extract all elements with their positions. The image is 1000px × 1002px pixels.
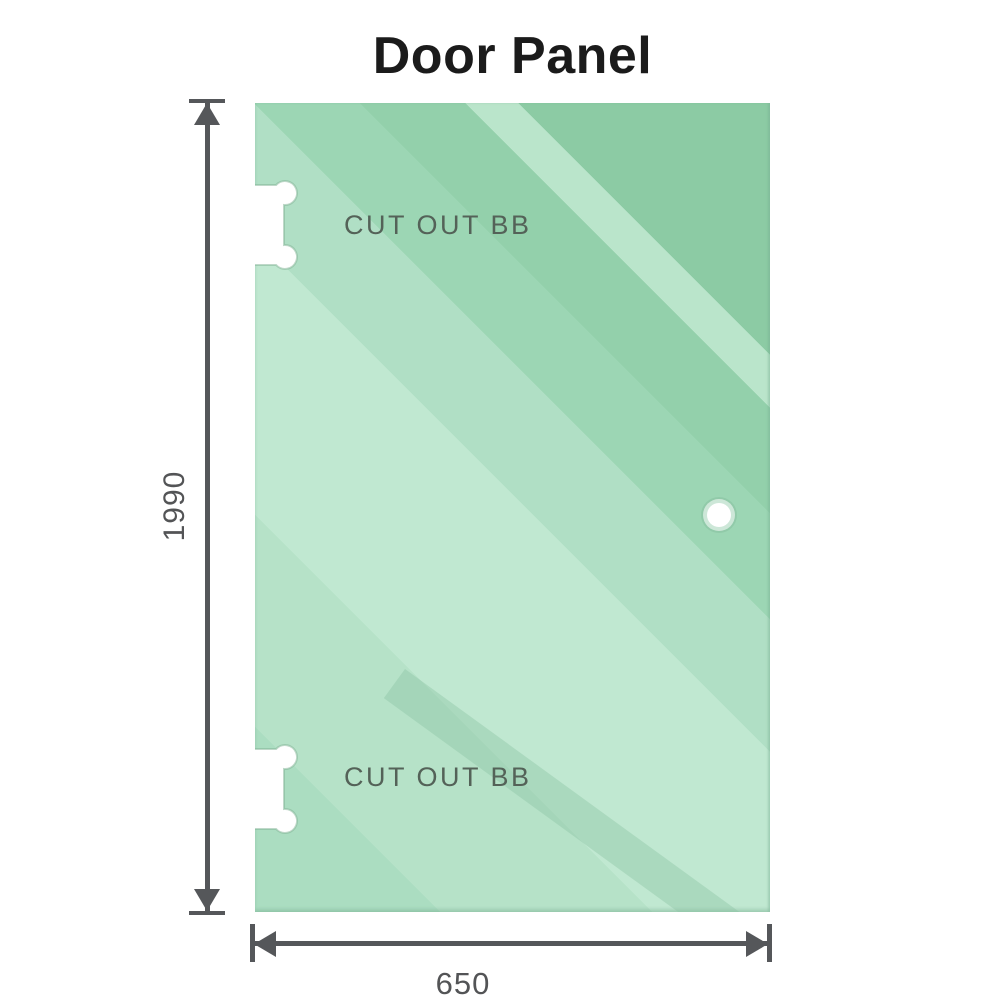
height-dimension-line xyxy=(205,102,210,912)
page-title: Door Panel xyxy=(372,27,653,85)
width-dimension-left-tick xyxy=(250,924,255,962)
glass-panel: CUT OUT BB CUT OUT BB xyxy=(255,103,770,912)
height-dimension: 1990 xyxy=(158,99,225,915)
width-dimension: 650 xyxy=(250,924,772,1001)
arrow-down-icon xyxy=(194,889,220,911)
hinge-cutout-icon xyxy=(255,180,298,270)
arrow-right-icon xyxy=(746,931,768,957)
handle-hole-icon xyxy=(707,503,731,527)
width-dimension-line xyxy=(253,941,769,946)
cutout-label: CUT OUT BB xyxy=(344,209,532,240)
arrow-left-icon xyxy=(254,931,276,957)
height-dimension-bottom-tick xyxy=(189,911,225,915)
width-dimension-label: 650 xyxy=(435,966,491,1001)
arrow-up-icon xyxy=(194,103,220,125)
width-dimension-right-tick xyxy=(767,924,772,962)
hinge-cutout-icon xyxy=(255,744,298,834)
cutout-label: CUT OUT BB xyxy=(344,761,532,792)
height-dimension-top-tick xyxy=(189,99,225,103)
cutout-top: CUT OUT BB xyxy=(255,179,532,271)
cutout-bottom: CUT OUT BB xyxy=(255,743,532,835)
height-dimension-label: 1990 xyxy=(158,470,191,542)
